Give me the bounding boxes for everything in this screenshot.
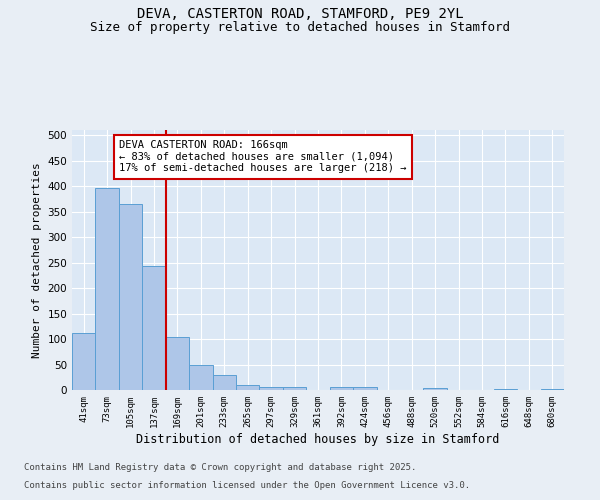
Text: Contains public sector information licensed under the Open Government Licence v3: Contains public sector information licen… bbox=[24, 481, 470, 490]
Bar bbox=[166, 337, 189, 390]
Text: Contains HM Land Registry data © Crown copyright and database right 2025.: Contains HM Land Registry data © Crown c… bbox=[24, 464, 416, 472]
Bar bbox=[494, 389, 517, 390]
Bar bbox=[95, 188, 119, 390]
X-axis label: Distribution of detached houses by size in Stamford: Distribution of detached houses by size … bbox=[136, 432, 500, 446]
Bar bbox=[119, 204, 142, 390]
Bar bbox=[212, 374, 236, 390]
Bar bbox=[541, 389, 564, 390]
Bar bbox=[330, 387, 353, 390]
Text: DEVA, CASTERTON ROAD, STAMFORD, PE9 2YL: DEVA, CASTERTON ROAD, STAMFORD, PE9 2YL bbox=[137, 8, 463, 22]
Bar bbox=[236, 385, 259, 390]
Text: Size of property relative to detached houses in Stamford: Size of property relative to detached ho… bbox=[90, 21, 510, 34]
Bar bbox=[142, 266, 166, 390]
Bar bbox=[72, 333, 95, 390]
Bar bbox=[424, 388, 447, 390]
Bar bbox=[283, 388, 306, 390]
Y-axis label: Number of detached properties: Number of detached properties bbox=[32, 162, 42, 358]
Bar bbox=[259, 387, 283, 390]
Bar bbox=[353, 387, 377, 390]
Bar bbox=[189, 364, 212, 390]
Text: DEVA CASTERTON ROAD: 166sqm
← 83% of detached houses are smaller (1,094)
17% of : DEVA CASTERTON ROAD: 166sqm ← 83% of det… bbox=[119, 140, 406, 173]
